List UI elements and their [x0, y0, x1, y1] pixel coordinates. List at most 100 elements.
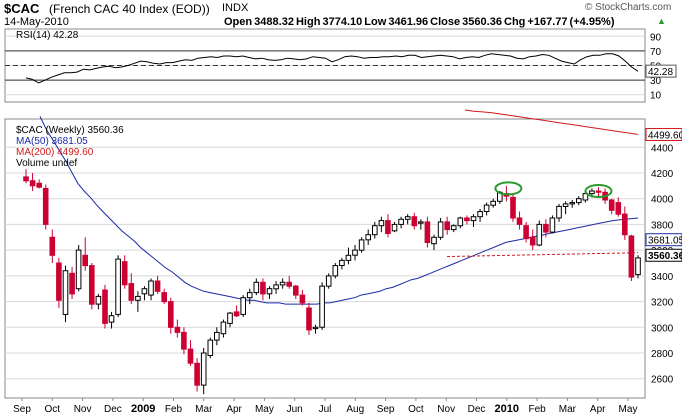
candle-body [36, 182, 43, 188]
candle [227, 311, 233, 328]
candle [450, 224, 457, 233]
x-tick-label: Aug [346, 404, 364, 415]
candle-body [385, 220, 391, 235]
candle [115, 255, 121, 317]
candle-body [168, 301, 174, 328]
candle-body [246, 292, 253, 299]
candle-body [62, 270, 69, 315]
candle [576, 196, 582, 206]
ma200-value-label-box [645, 127, 682, 141]
candle [404, 214, 411, 225]
candle-body [207, 339, 214, 357]
candle-body [411, 216, 418, 227]
candle-body [628, 235, 635, 278]
chart-date: 14-May-2010 [4, 16, 69, 28]
candle-body [556, 205, 562, 219]
candle [266, 286, 273, 299]
x-tick-label: Dec [468, 404, 486, 415]
candle-body [42, 187, 49, 225]
candle [121, 255, 128, 289]
candle [385, 214, 391, 238]
candle [42, 184, 49, 230]
candle [62, 265, 69, 323]
candle-body [220, 321, 227, 335]
candle [444, 216, 450, 235]
candle-body [56, 262, 62, 301]
candle-body [418, 221, 424, 224]
candle [154, 275, 161, 294]
ma200-value-label: 4499.60 [648, 130, 682, 141]
price-legend-item: MA(200) 4499.60 [16, 147, 94, 158]
candle-body [424, 221, 431, 243]
candle [286, 275, 292, 289]
x-tick-label: Apr [226, 404, 242, 415]
ohlc-summary: Open 3488.32 High 3774.10 Low 3461.96 Cl… [224, 16, 615, 28]
candle-body [253, 281, 260, 294]
candle-body [240, 297, 246, 315]
rsi-line [25, 53, 639, 84]
candle [345, 247, 352, 265]
candle-body [622, 213, 628, 236]
price-tick-label: 3000 [651, 323, 674, 334]
candle-body [378, 220, 385, 227]
candle-body [490, 200, 496, 206]
candle [457, 216, 464, 229]
candle-body [635, 257, 641, 276]
candle [187, 340, 194, 366]
candle-body [128, 283, 135, 301]
candle [128, 273, 135, 305]
candle [148, 278, 154, 301]
candle [306, 302, 312, 335]
candle [529, 229, 536, 251]
candle-body [194, 362, 200, 386]
chart-index-name: (French CAC 40 Index (EOD)) [49, 2, 210, 16]
candle-body [464, 217, 470, 222]
candle-body [69, 272, 75, 295]
candle [378, 216, 385, 233]
candle [319, 282, 325, 330]
candle [200, 347, 207, 395]
candle-body [549, 217, 556, 233]
candle-body [450, 225, 457, 231]
candle [562, 201, 569, 215]
candle-body [483, 204, 490, 213]
support-line [446, 252, 639, 258]
price-tick-label: 2800 [651, 349, 674, 360]
candle [36, 179, 43, 189]
candle [595, 187, 602, 197]
candle [82, 237, 89, 271]
candle-body [279, 281, 286, 286]
close-value-label-box [645, 248, 682, 262]
x-tick-label: May [255, 404, 274, 415]
candle [332, 263, 339, 279]
candle-body [391, 223, 398, 232]
candle [102, 284, 108, 329]
candle [411, 212, 418, 230]
candle-body [227, 312, 233, 324]
x-tick-label: Sep [13, 404, 31, 415]
x-tick-label: Sep [377, 404, 395, 415]
candle-body [431, 236, 437, 245]
candle [536, 220, 543, 247]
candle [260, 278, 266, 301]
rsi-tick-label: 10 [650, 91, 662, 102]
price-tick-label: 3800 [651, 220, 674, 231]
candle [391, 221, 398, 233]
candle-body [293, 285, 299, 296]
candle [220, 319, 227, 338]
candle-body [536, 223, 543, 246]
candle-body [89, 265, 95, 305]
candle-body [121, 261, 128, 286]
ma200-line [464, 109, 639, 135]
candle [108, 311, 115, 329]
candle [339, 257, 345, 270]
candle [431, 234, 437, 251]
rsi-current-label: 42.28 [648, 67, 673, 78]
price-tick-label: 2600 [651, 375, 674, 386]
candle [56, 257, 62, 308]
candle [352, 245, 358, 261]
candle-body [345, 254, 352, 261]
candle-body [260, 281, 266, 295]
candle-body [102, 289, 108, 324]
